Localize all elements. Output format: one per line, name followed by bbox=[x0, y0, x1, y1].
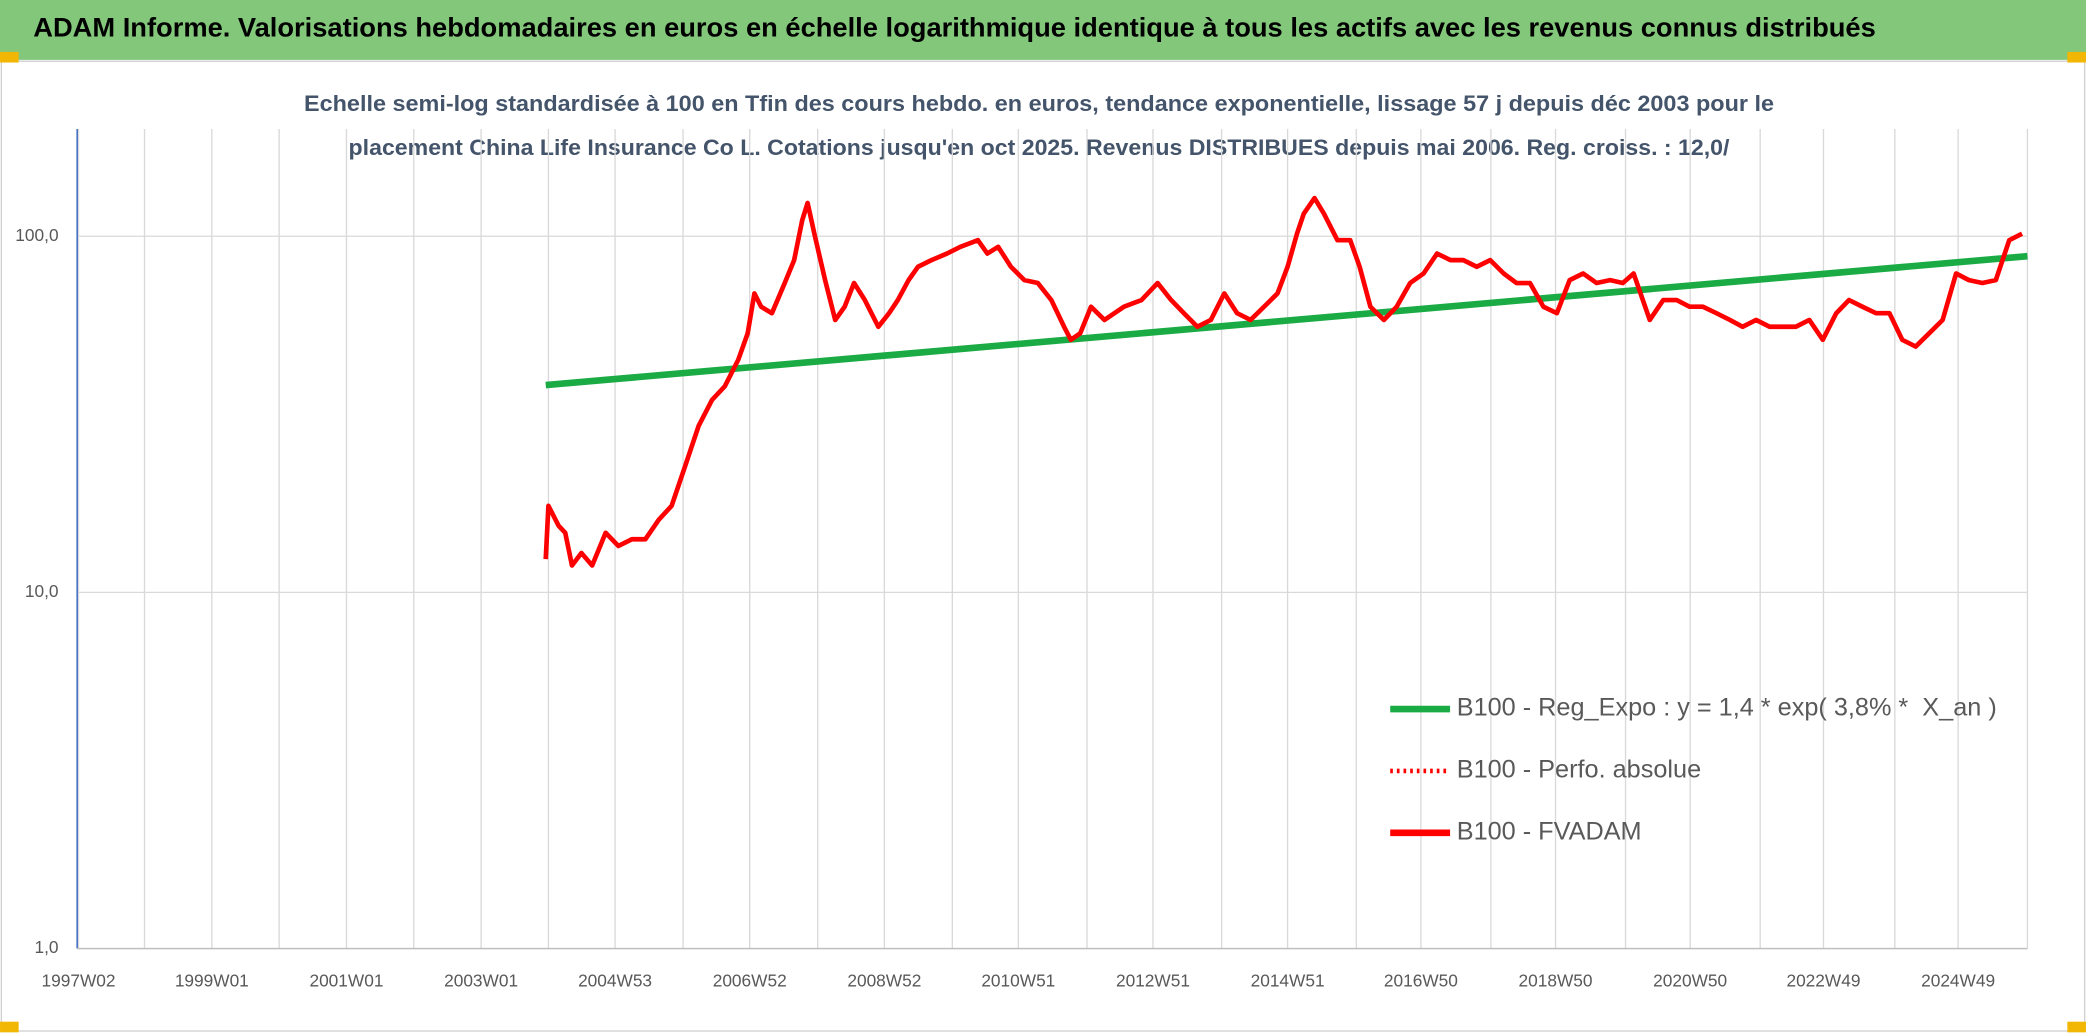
x-tick-label: 2020W50 bbox=[1653, 970, 1727, 990]
x-tick-label: 1999W01 bbox=[175, 970, 249, 990]
header-bar bbox=[0, 0, 2086, 60]
legend-label: B100 - Reg_Expo : y = 1,4 * exp( 3,8% * … bbox=[1457, 694, 1997, 722]
y-tick-label: 10,0 bbox=[25, 581, 59, 601]
corner-mark bbox=[0, 51, 19, 63]
y-tick-label: 100,0 bbox=[15, 225, 58, 245]
y-tick-label: 1,0 bbox=[35, 937, 59, 957]
legend-label: B100 - Perfo. absolue bbox=[1457, 756, 1701, 784]
series-line bbox=[545, 252, 2028, 389]
x-tick-label: 2010W51 bbox=[981, 970, 1055, 990]
x-tick-label: 2024W49 bbox=[1921, 970, 1995, 990]
legend-label: B100 - FVADAM bbox=[1457, 817, 1642, 845]
x-tick-label: 1997W02 bbox=[42, 970, 116, 990]
x-tick-label: 2012W51 bbox=[1116, 970, 1190, 990]
chart-title: ADAM Informe. Valorisations hebdomadaire… bbox=[33, 12, 1876, 42]
x-tick-label: 2016W50 bbox=[1384, 970, 1458, 990]
x-tick-label: 2004W53 bbox=[578, 970, 652, 990]
x-tick-label: 2018W50 bbox=[1519, 970, 1593, 990]
x-tick-label: 2001W01 bbox=[309, 970, 383, 990]
series-line bbox=[543, 195, 2024, 568]
x-tick-label: 2014W51 bbox=[1251, 970, 1325, 990]
x-tick-label: 2008W52 bbox=[847, 970, 921, 990]
chart-frame bbox=[0, 60, 2086, 1032]
corner-mark bbox=[2067, 1021, 2086, 1033]
x-tick-label: 2003W01 bbox=[444, 970, 518, 990]
chart-subtitle: placement China Life Insurance Co L. Cot… bbox=[349, 135, 1731, 160]
chart-subtitle: Echelle semi-log standardisée à 100 en T… bbox=[304, 91, 1774, 116]
x-tick-label: 2006W52 bbox=[713, 970, 787, 990]
corner-mark bbox=[0, 1021, 19, 1033]
corner-mark bbox=[2067, 51, 2086, 63]
plot-area: 1997W02 1999W01 2001W01 2003W01 2004W53 2006W… bbox=[15, 129, 2029, 990]
x-tick-label: 2022W49 bbox=[1786, 970, 1860, 990]
